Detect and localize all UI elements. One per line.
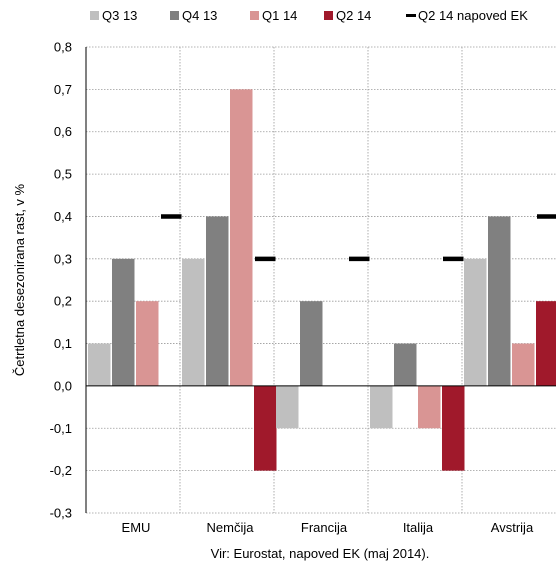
legend-label: Q1 14 xyxy=(262,8,297,23)
bars xyxy=(88,89,556,471)
bar xyxy=(512,343,535,386)
y-tick-label: 0,5 xyxy=(54,167,72,182)
legend-label: Q3 13 xyxy=(102,8,137,23)
bar xyxy=(136,301,159,386)
legend-swatch xyxy=(170,11,179,20)
y-tick-label: -0,1 xyxy=(50,421,72,436)
y-tick-label: 0,3 xyxy=(54,251,72,266)
legend: Q3 13 Q4 13 Q1 14 Q2 14 Q2 14 napoved EK xyxy=(90,8,528,23)
bar xyxy=(418,385,441,429)
legend-swatch xyxy=(90,11,99,20)
bar xyxy=(254,385,277,471)
bar xyxy=(230,89,253,386)
legend-label: Q2 14 napoved EK xyxy=(418,8,528,23)
source-note: Vir: Eurostat, napoved EK (maj 2014). xyxy=(211,546,430,561)
bar xyxy=(394,343,417,386)
y-tick-label: -0,3 xyxy=(50,506,72,521)
y-tick-label: 0,8 xyxy=(54,40,72,55)
bar xyxy=(206,216,229,386)
bar xyxy=(370,385,393,429)
y-axis-ticks: -0,3 -0,2 -0,1 0,0 0,1 0,2 0,3 0,4 0,5 0,6 0,7 0,8 xyxy=(50,40,72,521)
x-axis-labels: EMU Nemčija Francija Italija Avstrija xyxy=(122,520,534,535)
plot-area xyxy=(85,46,556,514)
bar xyxy=(112,258,135,386)
forecast-markers xyxy=(161,214,556,262)
bar xyxy=(442,385,465,471)
bar xyxy=(300,301,323,386)
y-tick-label: 0,7 xyxy=(54,82,72,97)
x-tick-label: Avstrija xyxy=(491,520,534,535)
bar xyxy=(88,343,111,386)
bar xyxy=(464,258,487,386)
y-tick-label: 0,6 xyxy=(54,124,72,139)
x-tick-label: Italija xyxy=(403,520,434,535)
legend-label: Q2 14 xyxy=(336,8,371,23)
y-tick-label: 0,2 xyxy=(54,294,72,309)
legend-swatch xyxy=(250,11,259,20)
x-tick-label: Nemčija xyxy=(207,520,255,535)
bar xyxy=(488,216,511,386)
legend-label: Q4 13 xyxy=(182,8,217,23)
y-tick-label: 0,0 xyxy=(54,378,72,393)
y-tick-label: 0,4 xyxy=(54,209,72,224)
y-axis-title: Četrtletna desezonirana rast, v % xyxy=(12,183,27,376)
legend-swatch xyxy=(324,11,333,20)
bar xyxy=(276,385,299,429)
y-tick-label: 0,1 xyxy=(54,336,72,351)
bar xyxy=(536,301,556,386)
y-tick-label: -0,2 xyxy=(50,463,72,478)
x-tick-label: Francija xyxy=(301,520,348,535)
x-tick-label: EMU xyxy=(122,520,151,535)
bar xyxy=(182,258,205,386)
